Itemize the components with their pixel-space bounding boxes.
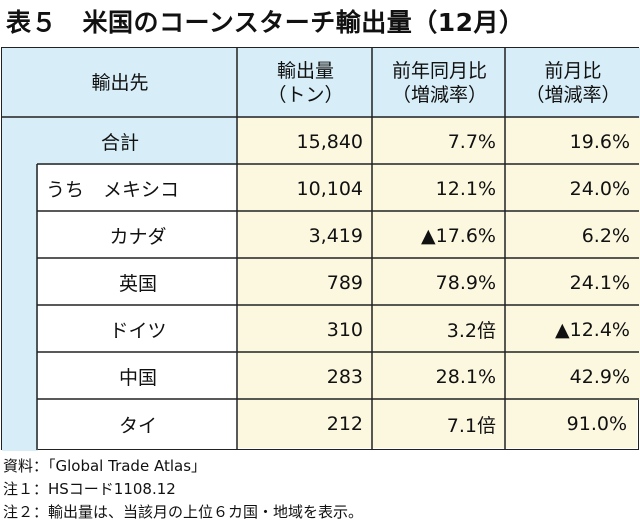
export-table: 輸出先 輸出量 （トン） 前年同月比 （増減率） 前月比 （増減率） 合計 15… xyxy=(0,46,640,451)
row-mexico-yoy: 12.1% xyxy=(373,165,506,212)
row-germany-quantity: 310 xyxy=(238,306,373,353)
header-quantity-line2: （トン） xyxy=(267,84,344,106)
country-indent-strip xyxy=(2,165,38,451)
row-china-yoy: 28.1% xyxy=(373,353,506,400)
row-canada-mom: 6.2% xyxy=(506,212,640,259)
note-hs-code: 注１：HSコード1108.12 xyxy=(3,480,176,498)
row-mexico-mom: 24.0% xyxy=(506,165,640,212)
row-mexico-label: うち メキシコ xyxy=(38,165,238,212)
note-scope: 注２：輸出量は、当該月の上位６カ国・地域を表示。 xyxy=(3,503,364,521)
row-uk-yoy: 78.9% xyxy=(373,259,506,306)
row-canada-yoy: ▲17.6% xyxy=(373,212,506,259)
row-germany-label: ドイツ xyxy=(38,306,238,353)
header-yoy-line1: 前年同月比 xyxy=(391,60,487,82)
row-total-yoy: 7.7% xyxy=(373,118,506,165)
row-thailand-label: タイ xyxy=(38,400,238,448)
header-yoy: 前年同月比 （増減率） xyxy=(373,48,506,118)
header-quantity: 輸出量 （トン） xyxy=(238,48,373,118)
footnotes: 資料：「Global Trade Atlas」 注１：HSコード1108.12 … xyxy=(3,455,363,524)
row-canada-label: カナダ xyxy=(38,212,238,259)
row-mexico-quantity: 10,104 xyxy=(238,165,373,212)
row-thailand-yoy: 7.1倍 xyxy=(373,400,506,448)
row-germany-mom: ▲12.4% xyxy=(506,306,640,353)
row-total-mom: 19.6% xyxy=(506,118,640,165)
row-total-quantity: 15,840 xyxy=(238,118,373,165)
row-thailand-quantity: 212 xyxy=(238,400,373,448)
header-mom: 前月比 （増減率） xyxy=(506,48,640,118)
note-source: 資料：「Global Trade Atlas」 xyxy=(3,457,207,475)
table-title: 表５ 米国のコーンスターチ輸出量（12月） xyxy=(6,8,525,37)
header-destination: 輸出先 xyxy=(2,48,238,118)
row-uk-quantity: 789 xyxy=(238,259,373,306)
row-germany-yoy: 3.2倍 xyxy=(373,306,506,353)
row-thailand-mom: 91.0% xyxy=(506,400,637,448)
header-mom-line1: 前月比 xyxy=(544,60,602,82)
row-canada-quantity: 3,419 xyxy=(238,212,373,259)
row-uk-label: 英国 xyxy=(38,259,238,306)
header-yoy-line2: （増減率） xyxy=(391,84,487,106)
row-uk-mom: 24.1% xyxy=(506,259,640,306)
row-china-mom: 42.9% xyxy=(506,353,640,400)
row-china-quantity: 283 xyxy=(238,353,373,400)
header-quantity-line1: 輸出量 xyxy=(276,60,334,82)
row-china-label: 中国 xyxy=(38,353,238,400)
header-mom-line2: （増減率） xyxy=(525,84,621,106)
row-total-label: 合計 xyxy=(2,118,238,165)
